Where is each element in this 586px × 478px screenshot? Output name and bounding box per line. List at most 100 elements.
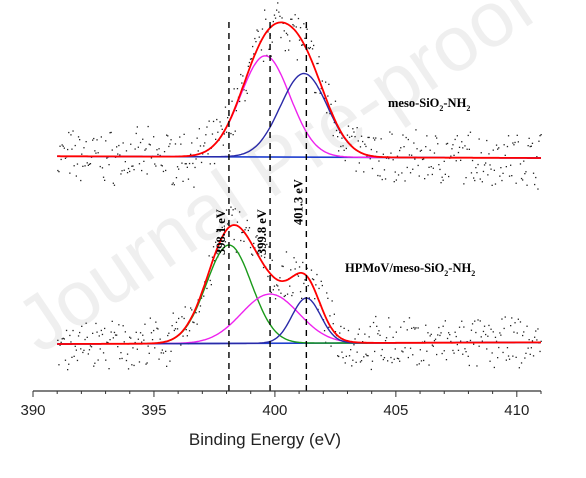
data-point <box>321 80 323 82</box>
data-point <box>522 334 524 337</box>
data-point <box>491 352 493 354</box>
data-point <box>197 150 199 152</box>
data-point <box>120 173 122 175</box>
data-point <box>497 357 499 359</box>
data-point <box>492 149 494 151</box>
data-point <box>283 295 285 298</box>
data-point <box>281 17 283 19</box>
data-point <box>524 173 526 175</box>
data-point <box>253 53 255 55</box>
data-point <box>211 256 214 258</box>
data-point <box>539 135 541 137</box>
data-point <box>304 37 306 39</box>
data-point <box>474 320 476 322</box>
data-point <box>489 360 491 362</box>
data-point <box>314 91 316 94</box>
data-point <box>359 146 362 148</box>
data-point <box>503 327 505 330</box>
data-point <box>219 230 221 232</box>
data-point <box>257 244 259 247</box>
x-tick-label: 395 <box>141 402 166 419</box>
data-point <box>80 348 82 350</box>
data-point <box>105 140 107 142</box>
data-point <box>517 141 519 143</box>
data-point <box>247 229 249 232</box>
data-point <box>257 30 259 32</box>
data-point <box>168 145 170 148</box>
data-point <box>59 344 61 346</box>
data-point <box>75 349 77 351</box>
data-point <box>260 255 263 257</box>
data-point <box>224 241 227 243</box>
data-point <box>475 331 477 334</box>
data-point <box>442 179 444 181</box>
data-point <box>265 18 267 20</box>
data-point <box>535 330 537 332</box>
data-point <box>69 334 71 337</box>
data-point <box>166 134 168 136</box>
data-point <box>290 269 292 271</box>
data-point <box>58 171 60 173</box>
data-point <box>160 164 162 166</box>
data-point <box>360 360 363 362</box>
data-point <box>343 327 345 329</box>
data-point <box>455 160 457 162</box>
data-point <box>495 144 498 146</box>
data-point <box>159 154 161 157</box>
data-point <box>97 359 99 361</box>
data-point <box>158 358 160 360</box>
data-point <box>502 172 504 174</box>
data-point <box>242 231 244 233</box>
data-point <box>353 344 355 346</box>
data-point <box>480 152 482 154</box>
data-point <box>258 36 260 38</box>
data-point <box>357 140 359 142</box>
data-point <box>151 339 154 341</box>
data-point <box>241 231 243 234</box>
data-point <box>84 165 86 167</box>
data-point <box>453 154 455 156</box>
data-point <box>488 324 490 327</box>
data-point <box>460 159 462 161</box>
data-point <box>96 139 98 141</box>
data-point <box>72 329 74 332</box>
data-point <box>134 341 136 344</box>
data-point <box>487 174 489 176</box>
data-point <box>239 100 241 103</box>
data-point <box>119 154 121 156</box>
data-point <box>394 348 396 350</box>
data-point <box>332 323 334 325</box>
x-tick-label: 410 <box>504 402 529 419</box>
data-point <box>377 174 379 177</box>
data-point <box>212 246 215 248</box>
data-point <box>185 329 187 331</box>
data-point <box>479 178 481 180</box>
data-point <box>227 223 229 225</box>
data-point <box>244 100 246 102</box>
data-point <box>70 341 72 343</box>
data-point <box>407 138 409 141</box>
data-point <box>99 348 101 350</box>
data-point <box>483 325 486 327</box>
data-point <box>291 294 293 297</box>
data-point <box>482 170 485 173</box>
data-point <box>491 184 493 186</box>
data-point <box>376 325 378 327</box>
data-point <box>92 332 94 334</box>
data-point <box>427 174 429 176</box>
data-point <box>178 317 180 320</box>
data-point <box>345 355 347 357</box>
data-point <box>504 316 506 318</box>
data-point <box>311 48 314 50</box>
data-point <box>213 162 216 165</box>
data-point <box>222 144 224 146</box>
ref-label-1: 398.1 eV <box>214 209 228 255</box>
data-point <box>519 163 522 165</box>
data-point <box>347 329 350 332</box>
data-point <box>315 92 317 94</box>
data-point <box>96 331 98 333</box>
data-point <box>79 139 81 141</box>
data-point <box>133 169 135 171</box>
data-point <box>175 177 178 179</box>
data-point <box>390 152 392 154</box>
